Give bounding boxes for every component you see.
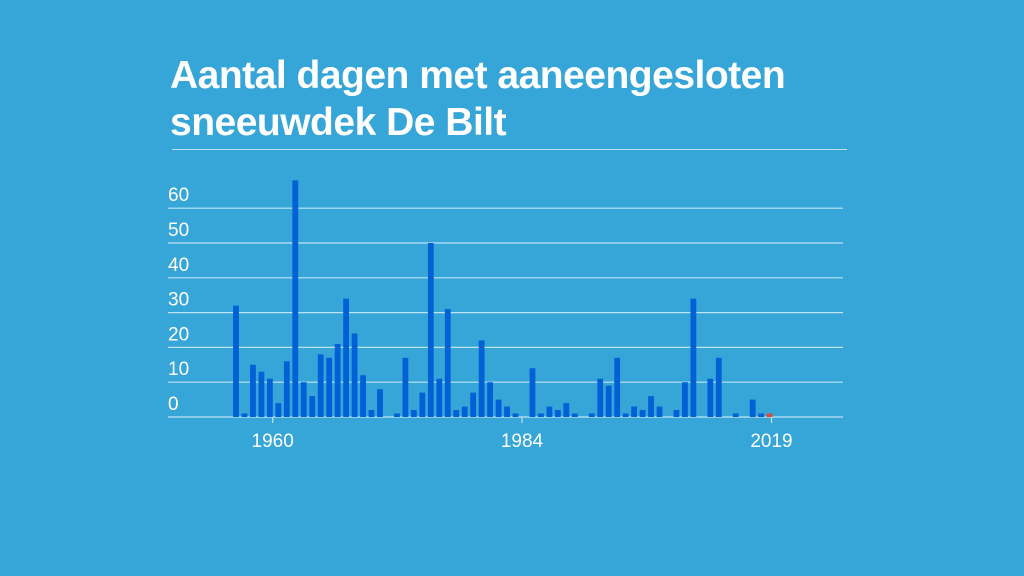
bar-1964 — [300, 382, 307, 417]
y-tick-label: 0 — [168, 394, 179, 415]
bar-2012 — [707, 378, 714, 417]
bar-1961 — [275, 403, 282, 417]
bar-1969 — [343, 298, 350, 417]
bar-2010 — [690, 298, 697, 417]
bar-1958 — [250, 364, 256, 417]
bar-1978 — [419, 392, 426, 417]
bar-1956 — [233, 305, 239, 417]
y-tick-label: 40 — [168, 255, 189, 276]
chart-title: Aantal dagen met aaneengesloten sneeuwde… — [170, 54, 786, 144]
title-divider — [172, 149, 847, 150]
bar-2008 — [673, 410, 680, 417]
bar-1995 — [563, 403, 570, 417]
bar-1970 — [351, 333, 358, 417]
bar-1999 — [597, 378, 604, 417]
bar-2005 — [648, 396, 654, 417]
y-tick-label: 50 — [168, 220, 189, 241]
bar-1983 — [461, 406, 468, 417]
y-tick-label: 20 — [168, 324, 189, 345]
bar-2004 — [639, 410, 646, 417]
bar-1968 — [334, 343, 341, 417]
bar-1976 — [402, 357, 409, 417]
bar-1967 — [326, 357, 333, 417]
bar-1977 — [410, 410, 417, 417]
bar-2017 — [749, 399, 756, 417]
bar-1988 — [504, 406, 510, 417]
bar-1965 — [309, 396, 316, 417]
bar-1973 — [377, 389, 383, 417]
y-tick-label: 60 — [168, 185, 189, 206]
bar-1989 — [512, 413, 519, 417]
y-tick-label: 10 — [168, 359, 189, 380]
bar-1982 — [453, 410, 460, 417]
bar-2003 — [631, 406, 637, 417]
x-tick-label: 1984 — [501, 431, 544, 452]
bar-1985 — [478, 340, 485, 417]
bar-1992 — [538, 413, 544, 417]
bar-1984 — [470, 392, 477, 417]
bar-1966 — [317, 354, 324, 417]
bar-1957 — [241, 413, 248, 417]
bar-2018 — [758, 413, 765, 417]
bar-2015 — [732, 413, 739, 417]
bar-1991 — [529, 368, 536, 417]
y-tick-label: 30 — [168, 290, 189, 311]
bar-2019 — [766, 413, 773, 417]
bar-1994 — [554, 410, 561, 417]
bar-1959 — [258, 371, 265, 417]
bar-1979 — [427, 243, 434, 417]
bar-1998 — [588, 413, 595, 417]
bar-1996 — [571, 413, 578, 417]
bar-1963 — [292, 180, 299, 417]
bar-2006 — [656, 406, 663, 417]
bar-2002 — [622, 413, 629, 417]
bar-1980 — [436, 378, 443, 417]
bar-1986 — [487, 382, 493, 417]
bar-1962 — [283, 361, 290, 417]
bar-1975 — [394, 413, 400, 417]
bar-2000 — [605, 385, 612, 417]
x-tick-label: 2019 — [750, 431, 792, 452]
bar-1960 — [266, 378, 273, 417]
bar-2001 — [614, 357, 621, 417]
bar-1981 — [444, 309, 451, 417]
bar-2013 — [715, 357, 722, 417]
x-tick-label: 1960 — [252, 431, 294, 452]
bar-2009 — [682, 382, 688, 417]
bar-1987 — [495, 399, 502, 417]
bar-1993 — [546, 406, 553, 417]
bar-1971 — [360, 375, 366, 417]
bar-1972 — [368, 410, 375, 417]
